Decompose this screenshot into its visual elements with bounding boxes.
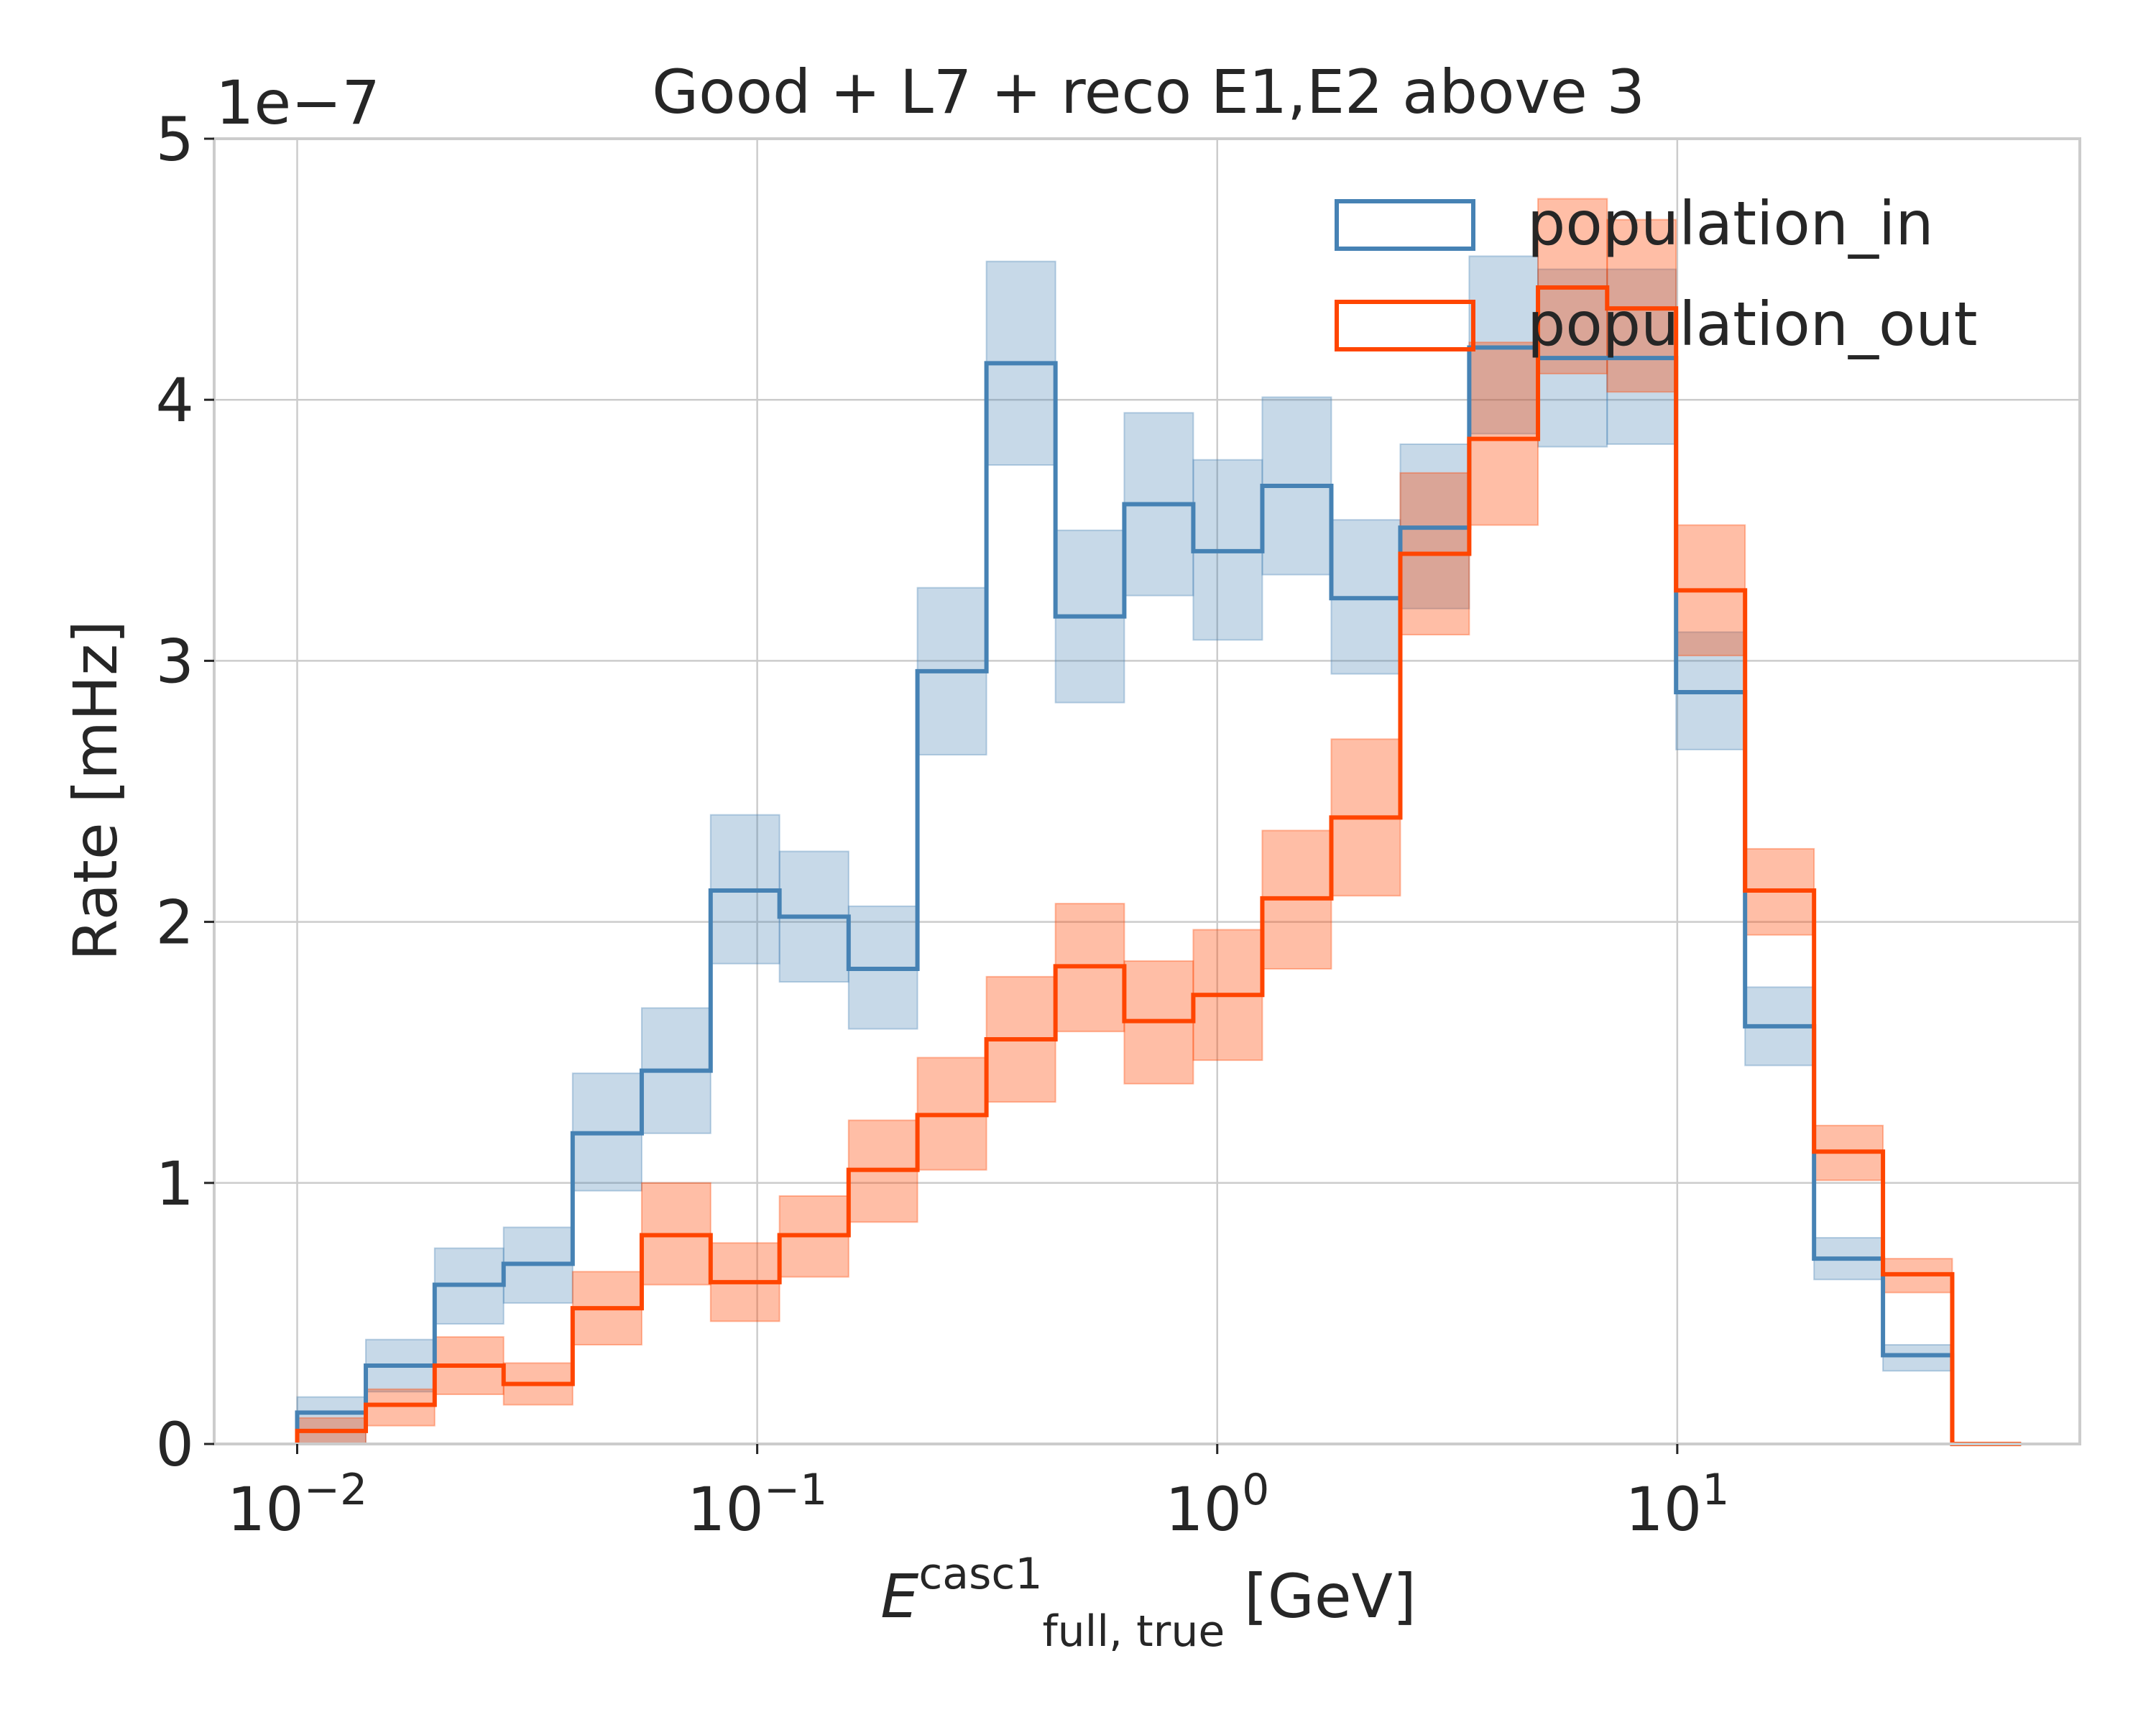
x-tick-label: 10−2 xyxy=(227,1465,367,1545)
x-axis-label-sub: full, true xyxy=(1043,1606,1225,1657)
series-line-population-out xyxy=(295,285,2022,1446)
y-tick-label: 3 xyxy=(156,626,194,696)
legend-label-population-out: population_out xyxy=(1527,289,1978,359)
y-offset-text: 1e−7 xyxy=(216,68,380,138)
x-axis-label-unit: [GeV] xyxy=(1225,1561,1416,1632)
chart-title: Good + L7 + reco E1,E2 above 3 xyxy=(652,57,1645,127)
legend: population_in population_out xyxy=(1335,188,1978,359)
x-axis-label-sup: casc1 xyxy=(918,1549,1042,1599)
error-band-population-out xyxy=(1468,341,1539,526)
x-tick-label: 101 xyxy=(1625,1465,1729,1545)
y-tick-label: 0 xyxy=(156,1409,194,1480)
legend-swatch-population-out xyxy=(1335,300,1475,351)
x-tick-label: 100 xyxy=(1165,1465,1269,1545)
series-lines xyxy=(295,285,2022,1446)
x-axis-label: Ecasc1full, true [GeV] xyxy=(880,1549,1416,1657)
y-tick-label: 5 xyxy=(156,104,194,175)
axis-ticks: 0 1 2 3 4 5 10−2 10−1 100 101 xyxy=(156,104,1730,1545)
y-tick-label: 2 xyxy=(156,888,194,958)
legend-label-population-in: population_in xyxy=(1527,188,1934,259)
y-tick-label: 4 xyxy=(156,365,194,436)
error-band-population-out xyxy=(365,1388,436,1427)
plot-frame xyxy=(213,137,2081,1445)
legend-swatch-population-in xyxy=(1335,199,1475,251)
y-axis-label: Rate [mHz] xyxy=(60,620,131,961)
series-line-population-in xyxy=(295,345,2022,1446)
y-tick-label: 1 xyxy=(156,1149,194,1219)
x-tick-label: 10−1 xyxy=(687,1465,827,1545)
x-axis-label-main: E xyxy=(880,1561,918,1632)
error-band-population-in xyxy=(1882,1343,1953,1372)
error-band-population-in xyxy=(1468,255,1539,435)
